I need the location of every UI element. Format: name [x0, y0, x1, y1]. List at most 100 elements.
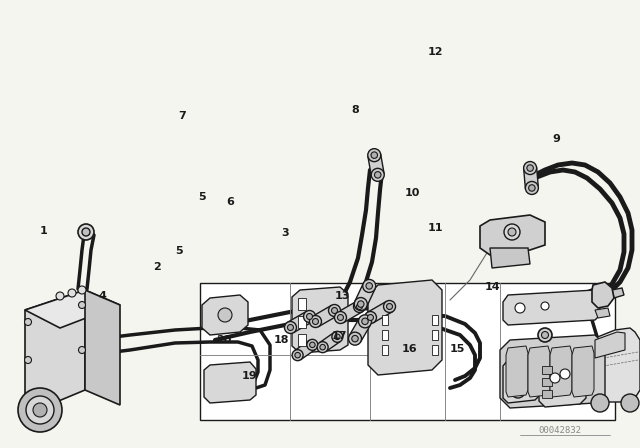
- Circle shape: [363, 280, 376, 293]
- Bar: [542, 378, 552, 386]
- Text: 4: 4: [99, 291, 106, 301]
- Polygon shape: [337, 302, 362, 323]
- Text: 9: 9: [553, 134, 561, 144]
- Text: 19: 19: [242, 371, 257, 381]
- Circle shape: [511, 384, 525, 398]
- Polygon shape: [524, 168, 538, 189]
- Text: 8: 8: [351, 105, 359, 115]
- Polygon shape: [292, 287, 348, 353]
- Text: 10: 10: [405, 188, 420, 198]
- Polygon shape: [368, 154, 384, 176]
- Text: 6: 6: [227, 197, 234, 207]
- Circle shape: [317, 342, 328, 353]
- Polygon shape: [503, 357, 540, 403]
- Bar: [200, 283, 615, 420]
- Bar: [432, 315, 438, 325]
- Circle shape: [529, 185, 535, 191]
- Circle shape: [335, 311, 346, 323]
- Circle shape: [508, 228, 516, 236]
- Circle shape: [349, 332, 362, 345]
- Circle shape: [621, 394, 639, 412]
- Circle shape: [320, 345, 325, 350]
- Polygon shape: [319, 332, 340, 352]
- Circle shape: [303, 310, 316, 323]
- Bar: [298, 316, 306, 328]
- Text: 12: 12: [428, 47, 443, 56]
- Circle shape: [358, 315, 371, 328]
- Polygon shape: [575, 352, 595, 362]
- Polygon shape: [592, 282, 614, 308]
- Text: 11: 11: [428, 224, 443, 233]
- Polygon shape: [550, 346, 572, 397]
- Polygon shape: [312, 305, 337, 327]
- Polygon shape: [25, 290, 85, 415]
- Circle shape: [18, 388, 62, 432]
- Circle shape: [358, 301, 364, 307]
- Circle shape: [352, 336, 358, 342]
- Polygon shape: [368, 280, 442, 375]
- Circle shape: [332, 307, 337, 314]
- Circle shape: [218, 308, 232, 322]
- Circle shape: [78, 224, 94, 240]
- Polygon shape: [202, 295, 248, 335]
- Circle shape: [356, 303, 362, 310]
- Text: 3: 3: [281, 228, 289, 238]
- Circle shape: [24, 357, 31, 363]
- Text: 15: 15: [450, 345, 465, 354]
- Circle shape: [292, 349, 303, 361]
- Circle shape: [24, 319, 31, 326]
- Text: 1: 1: [40, 226, 47, 236]
- Circle shape: [307, 339, 318, 350]
- Text: 20: 20: [216, 336, 232, 345]
- Bar: [298, 334, 306, 346]
- Circle shape: [550, 373, 560, 383]
- Text: 14: 14: [485, 282, 500, 292]
- Text: 16: 16: [402, 345, 417, 354]
- Circle shape: [33, 403, 47, 417]
- Polygon shape: [204, 362, 256, 403]
- Circle shape: [332, 332, 343, 342]
- Polygon shape: [85, 290, 120, 405]
- Polygon shape: [349, 318, 371, 342]
- Circle shape: [527, 165, 533, 171]
- Circle shape: [287, 324, 294, 331]
- Circle shape: [541, 302, 549, 310]
- Polygon shape: [287, 311, 312, 333]
- Circle shape: [525, 181, 538, 194]
- Circle shape: [310, 342, 315, 348]
- Bar: [432, 330, 438, 340]
- Circle shape: [295, 353, 300, 358]
- Bar: [382, 315, 388, 325]
- Text: 5: 5: [175, 246, 183, 256]
- Polygon shape: [355, 283, 375, 307]
- Text: 00042832: 00042832: [538, 426, 582, 435]
- Circle shape: [364, 311, 376, 323]
- Polygon shape: [367, 302, 392, 323]
- Circle shape: [538, 328, 552, 342]
- Polygon shape: [480, 215, 545, 255]
- Circle shape: [79, 346, 86, 353]
- Polygon shape: [540, 358, 582, 400]
- Bar: [542, 366, 552, 374]
- Circle shape: [355, 297, 367, 310]
- Polygon shape: [539, 354, 586, 407]
- Circle shape: [312, 319, 319, 324]
- Circle shape: [284, 322, 296, 333]
- Circle shape: [374, 172, 381, 178]
- Text: 18: 18: [274, 336, 289, 345]
- Circle shape: [353, 301, 365, 313]
- Polygon shape: [490, 248, 530, 268]
- Polygon shape: [572, 346, 594, 397]
- Polygon shape: [25, 290, 120, 328]
- Text: 7: 7: [179, 112, 186, 121]
- Circle shape: [362, 318, 368, 325]
- Polygon shape: [595, 332, 625, 358]
- Circle shape: [310, 315, 321, 327]
- Circle shape: [328, 305, 340, 316]
- Circle shape: [560, 369, 570, 379]
- Text: 2: 2: [153, 262, 161, 271]
- Circle shape: [383, 301, 396, 313]
- Circle shape: [387, 303, 392, 310]
- Circle shape: [366, 283, 372, 289]
- Polygon shape: [595, 308, 610, 318]
